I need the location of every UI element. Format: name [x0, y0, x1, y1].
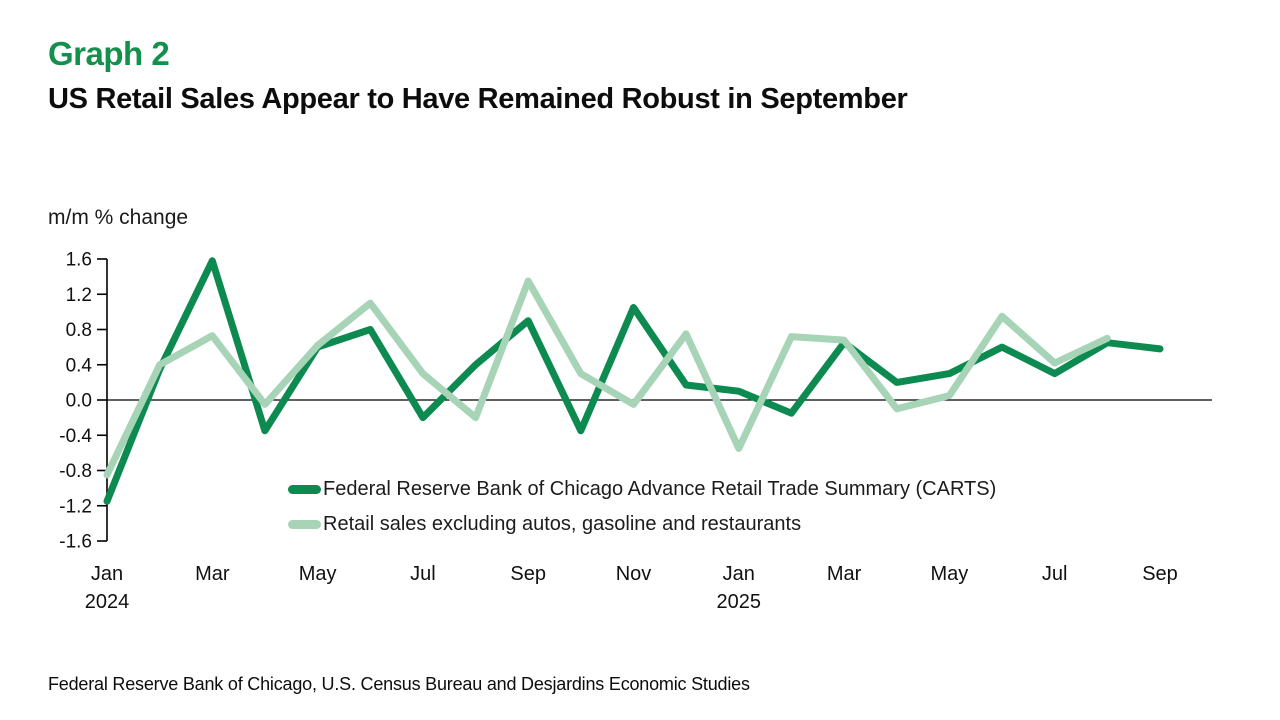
graph-number-title: Graph 2	[48, 35, 170, 72]
x-tick-label: May	[931, 563, 969, 585]
x-tick-label: Sep	[1142, 563, 1178, 585]
y-tick-label: 1.6	[66, 250, 92, 271]
y-tick-label: 0.0	[66, 391, 92, 412]
x-tick-label: Mar	[827, 563, 862, 585]
x-year-label: 2024	[85, 591, 130, 613]
legend-item-carts: Federal Reserve Bank of Chicago Advance …	[288, 477, 996, 501]
retail-ex-line-swatch	[288, 519, 321, 529]
x-tick-label: May	[299, 563, 337, 585]
x-tick-label: Mar	[195, 563, 230, 585]
y-tick-label: -0.8	[59, 461, 92, 482]
x-tick-label: Jan	[723, 563, 755, 585]
source-note: Federal Reserve Bank of Chicago, U.S. Ce…	[48, 674, 750, 694]
y-tick-label: -1.6	[59, 532, 92, 553]
y-tick-label: -1.2	[59, 496, 92, 517]
y-axis-label: m/m % change	[48, 206, 189, 229]
carts-line-swatch	[288, 484, 321, 494]
x-tick-label: Sep	[510, 563, 546, 585]
x-tick-label: Nov	[616, 563, 652, 585]
y-tick-label: -0.4	[59, 426, 92, 447]
legend: Federal Reserve Bank of Chicago Advance …	[288, 477, 996, 547]
series-line-0	[103, 257, 1164, 505]
x-tick-label: Jul	[1042, 563, 1068, 585]
y-tick-label: 1.2	[66, 285, 92, 306]
legend-label-retail-ex: Retail sales excluding autos, gasoline a…	[323, 512, 802, 535]
y-tick-label: 0.8	[66, 320, 92, 341]
page-title: US Retail Sales Appear to Have Remained …	[48, 83, 908, 115]
y-tick-label: 0.4	[66, 355, 93, 376]
x-tick-label: Jan	[91, 563, 123, 585]
legend-item-retail-ex: Retail sales excluding autos, gasoline a…	[288, 512, 996, 536]
x-year-label: 2025	[717, 591, 762, 613]
x-tick-label: Jul	[410, 563, 436, 585]
legend-label-carts: Federal Reserve Bank of Chicago Advance …	[323, 477, 997, 500]
series-line-1	[103, 277, 1111, 479]
